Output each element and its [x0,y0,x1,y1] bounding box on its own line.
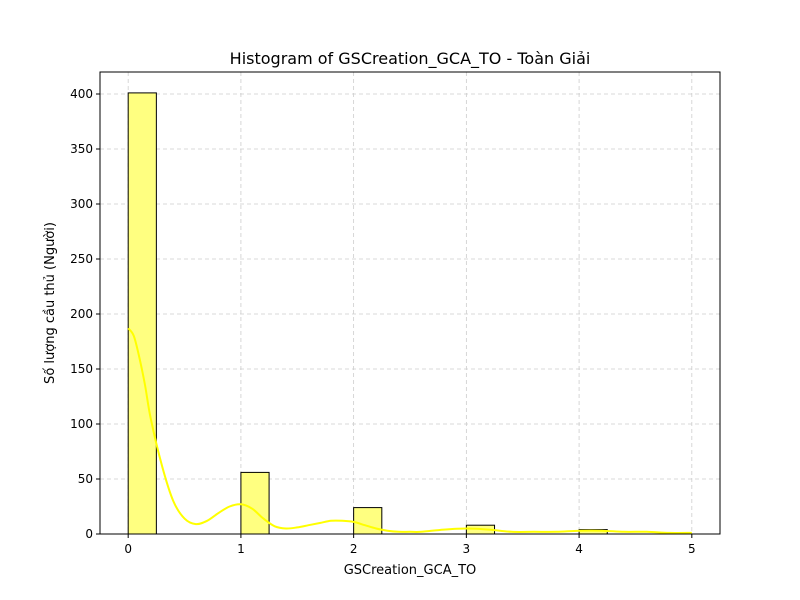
x-axis-label: GSCreation_GCA_TO [344,563,477,578]
y-tick-label: 300 [70,197,93,211]
histogram-bar [353,507,383,535]
y-tick-label: 250 [70,252,93,266]
y-axis-label: Số lượng cầu thủ (Người) [43,222,58,384]
y-tick-label: 0 [85,527,93,541]
y-tick-label: 50 [78,472,93,486]
chart-title: Histogram of GSCreation_GCA_TO - Toàn Gi… [230,49,591,69]
x-tick-label: 1 [237,542,245,556]
y-tick-label: 100 [70,417,93,431]
y-tick-label: 400 [70,87,93,101]
y-tick-label: 200 [70,307,93,321]
x-axis-ticks: 0 1 2 3 4 5 [124,534,696,556]
y-tick-label: 150 [70,362,93,376]
x-tick-label: 5 [688,542,696,556]
y-axis-ticks: 0 50 100 150 200 250 300 350 400 [70,87,100,541]
y-tick-label: 350 [70,142,93,156]
grid-lines [100,72,720,535]
kde-curve [127,327,692,534]
histogram-bar [240,471,270,535]
plot-frame [99,71,721,535]
histogram-bars [127,92,608,535]
x-tick-label: 2 [350,542,358,556]
histogram-bar [127,92,157,535]
x-tick-label: 0 [124,542,132,556]
x-tick-label: 4 [575,542,583,556]
x-tick-label: 3 [463,542,471,556]
